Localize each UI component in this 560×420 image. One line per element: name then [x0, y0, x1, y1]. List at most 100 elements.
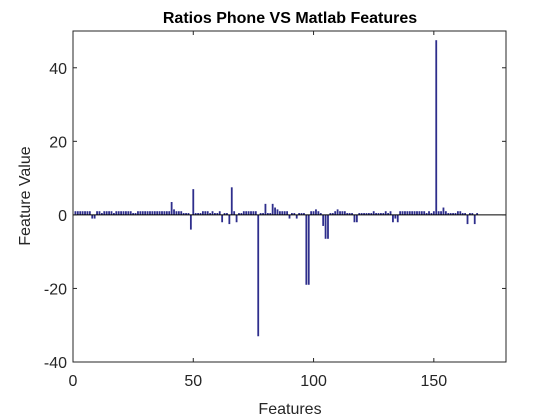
bar-3 [79, 211, 82, 215]
bar-108 [331, 213, 334, 215]
bar-127 [377, 213, 380, 215]
bar-26 [134, 213, 137, 215]
bar-122 [365, 213, 368, 215]
bar-5 [84, 211, 86, 215]
bar-75 [252, 211, 255, 215]
bar-1 [74, 211, 77, 215]
bar-77 [257, 214, 260, 337]
bar-135 [396, 214, 399, 223]
bar-141 [411, 211, 414, 215]
bar-37 [161, 211, 163, 215]
bar-45 [180, 211, 183, 215]
bar-56 [206, 211, 209, 215]
bar-63 [223, 213, 226, 215]
bar-97 [305, 214, 308, 285]
plot-frame [72, 30, 507, 363]
bar-114 [346, 213, 349, 215]
bar-147 [425, 213, 428, 215]
bar-68 [235, 214, 238, 223]
bar-30 [144, 211, 147, 215]
bar-166 [471, 213, 474, 215]
bar-163 [464, 213, 467, 215]
bar-167 [473, 214, 476, 225]
bar-164 [466, 214, 469, 225]
bar-40 [168, 211, 171, 215]
bar-59 [214, 213, 216, 215]
bar-102 [317, 211, 320, 215]
bar-32 [149, 211, 151, 215]
bar-80 [264, 203, 267, 215]
bar-57 [209, 213, 212, 215]
bar-67 [233, 211, 236, 215]
bar-158 [452, 213, 454, 215]
bar-142 [413, 211, 416, 215]
bar-160 [456, 211, 459, 215]
bar-15 [108, 211, 110, 215]
bar-137 [401, 211, 404, 215]
bar-2 [76, 211, 79, 215]
bar-151 [435, 40, 438, 215]
bar-130 [384, 211, 387, 215]
bar-111 [339, 211, 341, 215]
bar-109 [334, 211, 337, 215]
bar-12 [100, 213, 103, 215]
bar-89 [286, 211, 288, 215]
bar-100 [312, 211, 315, 215]
bar-54 [201, 211, 204, 215]
bar-23 [127, 211, 130, 215]
bar-124 [370, 213, 373, 215]
bar-22 [125, 211, 127, 215]
bar-98 [307, 214, 310, 285]
bar-79 [262, 213, 264, 215]
bar-107 [329, 213, 332, 215]
bar-76 [254, 211, 257, 215]
bar-86 [278, 211, 281, 215]
y-tick-label-20: 20 [49, 134, 67, 151]
bar-29 [141, 211, 144, 215]
bar-120 [360, 213, 363, 215]
bar-62 [221, 214, 224, 223]
bar-84 [274, 207, 276, 215]
bar-61 [218, 211, 221, 215]
bar-41 [170, 202, 173, 215]
bar-19 [117, 211, 120, 215]
bar-72 [245, 211, 248, 215]
bar-36 [158, 211, 161, 215]
bar-132 [389, 211, 392, 215]
x-tick-label-100: 100 [300, 373, 327, 390]
bar-104 [322, 214, 325, 226]
bar-126 [375, 213, 378, 215]
bar-64 [226, 213, 228, 215]
bar-25 [132, 213, 135, 215]
bar-150 [432, 211, 435, 215]
chart-title: Ratios Phone VS Matlab Features [163, 10, 417, 27]
bar-121 [363, 213, 365, 215]
bar-43 [175, 211, 178, 215]
y-axis-ticks: -40 -20 0 20 40 [44, 61, 506, 372]
bar-27 [137, 211, 139, 215]
y-tick-label--20: -20 [44, 281, 67, 298]
bar-90 [288, 214, 291, 219]
bar-7 [88, 211, 91, 215]
bar-78 [259, 213, 262, 215]
bar-13 [103, 211, 106, 215]
bar-60 [216, 213, 219, 215]
bar-33 [151, 211, 154, 215]
bar-93 [295, 214, 298, 219]
x-tick-label-0: 0 [69, 373, 78, 390]
bar-116 [351, 213, 353, 215]
bar-133 [392, 214, 394, 223]
bar-110 [336, 209, 339, 215]
bar-134 [394, 214, 397, 219]
bar-159 [454, 213, 457, 215]
bar-4 [81, 211, 84, 215]
bar-58 [211, 211, 214, 215]
bar-143 [416, 211, 418, 215]
bar-99 [310, 211, 313, 215]
bar-82 [269, 213, 272, 215]
bar-140 [408, 211, 411, 215]
bar-148 [428, 211, 430, 215]
bar-28 [139, 211, 142, 215]
bar-85 [276, 209, 279, 215]
bar-157 [449, 213, 452, 215]
